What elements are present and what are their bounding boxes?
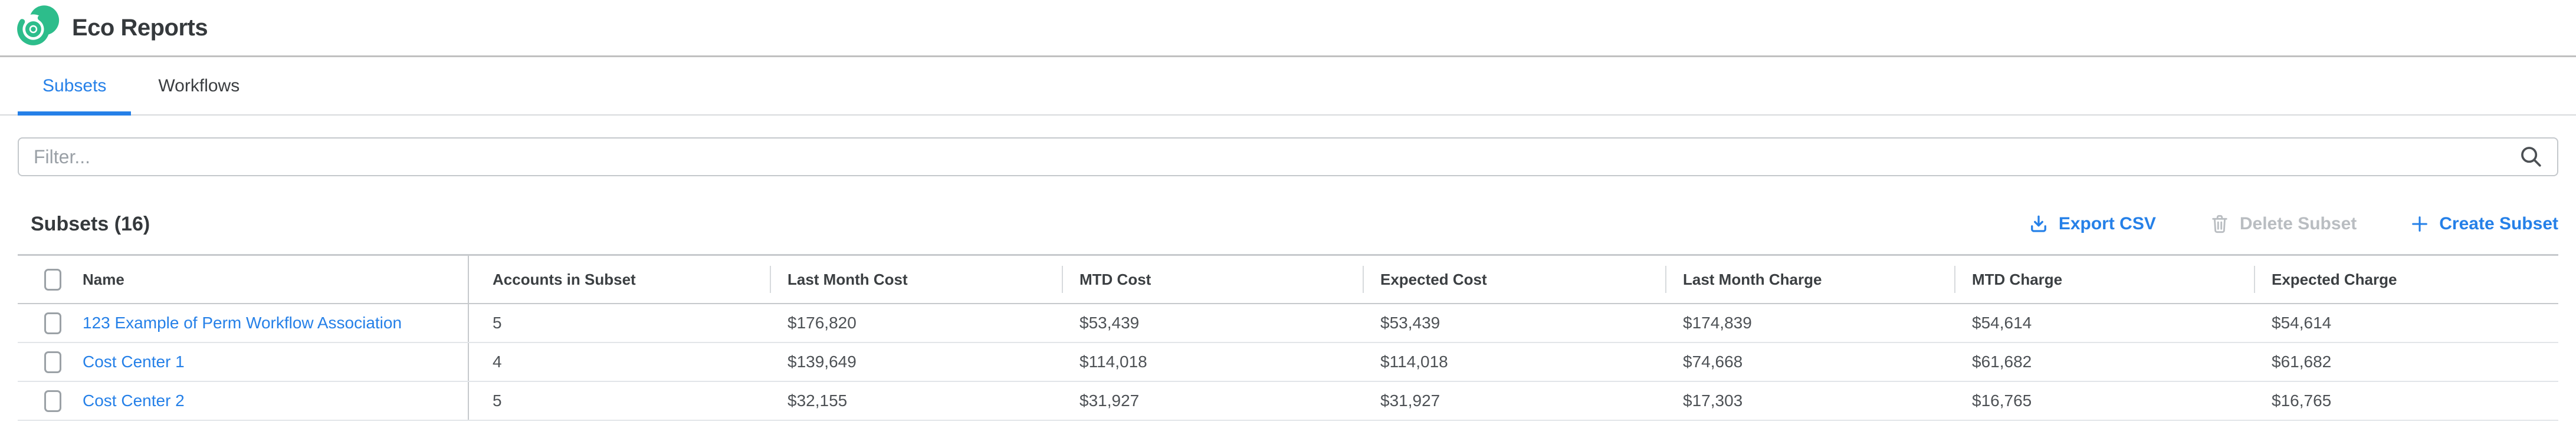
- cell-last-month-cost: $139,649: [770, 352, 1062, 371]
- cell-mtd-cost: $114,018: [1062, 352, 1363, 371]
- tab-bar: Subsets Workflows: [0, 57, 2576, 116]
- export-csv-button[interactable]: Export CSV: [2028, 213, 2156, 235]
- cell-mtd-charge: $54,614: [1954, 314, 2254, 332]
- plus-icon: [2410, 214, 2430, 234]
- trash-icon: [2209, 213, 2230, 235]
- column-header-expected-cost[interactable]: Expected Cost: [1363, 256, 1665, 303]
- download-icon: [2028, 213, 2049, 235]
- cell-expected-charge: $16,765: [2254, 391, 2558, 410]
- cell-mtd-charge: $16,765: [1954, 391, 2254, 410]
- table-row: 123 Example of Perm Workflow Association…: [18, 304, 2558, 343]
- select-all-checkbox[interactable]: [44, 269, 61, 291]
- toolbar-actions: Export CSV Delete Subset Create Subset: [2028, 213, 2558, 235]
- cell-accounts-in-subset: 5: [469, 314, 770, 332]
- column-header-mtd-charge[interactable]: MTD Charge: [1954, 256, 2254, 303]
- subset-name-link[interactable]: Cost Center 2: [83, 391, 185, 410]
- tab-workflows-label: Workflows: [158, 76, 239, 96]
- column-header-last-month-charge[interactable]: Last Month Charge: [1665, 256, 1954, 303]
- name-cell: Cost Center 1: [18, 343, 469, 381]
- delete-subset-label: Delete Subset: [2240, 214, 2357, 234]
- column-header-accounts-in-subset[interactable]: Accounts in Subset: [469, 256, 770, 303]
- cell-accounts-in-subset: 5: [469, 391, 770, 410]
- name-cell: 123 Example of Perm Workflow Association: [18, 304, 469, 342]
- delete-subset-button[interactable]: Delete Subset: [2209, 213, 2357, 235]
- page-title: Eco Reports: [72, 15, 208, 41]
- subsets-toolbar: Subsets (16) Export CSV Delete Subset: [18, 206, 2558, 242]
- cell-expected-cost: $114,018: [1363, 352, 1665, 371]
- search-icon: [2519, 145, 2543, 169]
- column-header-name[interactable]: Name: [18, 256, 469, 303]
- cell-expected-charge: $54,614: [2254, 314, 2558, 332]
- tab-subsets-label: Subsets: [42, 76, 106, 96]
- eco-spiral-logo-icon: [13, 5, 63, 50]
- row-checkbox[interactable]: [44, 390, 61, 412]
- filter-input[interactable]: [18, 137, 2558, 176]
- row-checkbox[interactable]: [44, 312, 61, 334]
- subset-name-link[interactable]: Cost Center 1: [83, 352, 185, 371]
- create-subset-label: Create Subset: [2439, 214, 2558, 234]
- table-row: Cost Center 1 4$139,649$114,018$114,018$…: [18, 343, 2558, 382]
- cell-expected-cost: $53,439: [1363, 314, 1665, 332]
- name-cell: Cost Center 2: [18, 382, 469, 420]
- cell-accounts-in-subset: 4: [469, 352, 770, 371]
- cell-mtd-cost: $53,439: [1062, 314, 1363, 332]
- subsets-table: Name Accounts in SubsetLast Month CostMT…: [18, 254, 2558, 421]
- cell-last-month-cost: $176,820: [770, 314, 1062, 332]
- app-header: Eco Reports: [0, 0, 2576, 57]
- column-header-mtd-cost[interactable]: MTD Cost: [1062, 256, 1363, 303]
- cell-last-month-charge: $17,303: [1665, 391, 1954, 410]
- table-row: Cost Center 2 5$32,155$31,927$31,927$17,…: [18, 382, 2558, 421]
- cell-mtd-cost: $31,927: [1062, 391, 1363, 410]
- table-header-row: Name Accounts in SubsetLast Month CostMT…: [18, 256, 2558, 304]
- tab-subsets[interactable]: Subsets: [18, 57, 131, 114]
- column-header-name-label: Name: [83, 271, 124, 289]
- create-subset-button[interactable]: Create Subset: [2410, 214, 2558, 234]
- subsets-count-heading: Subsets (16): [18, 213, 150, 236]
- subset-name-link[interactable]: 123 Example of Perm Workflow Association: [83, 314, 402, 332]
- cell-last-month-charge: $174,839: [1665, 314, 1954, 332]
- cell-expected-cost: $31,927: [1363, 391, 1665, 410]
- tab-workflows[interactable]: Workflows: [133, 57, 264, 114]
- cell-expected-charge: $61,682: [2254, 352, 2558, 371]
- column-header-expected-charge[interactable]: Expected Charge: [2254, 256, 2558, 303]
- export-csv-label: Export CSV: [2059, 214, 2156, 234]
- table-body: 123 Example of Perm Workflow Association…: [18, 304, 2558, 421]
- cell-last-month-cost: $32,155: [770, 391, 1062, 410]
- filter-bar: [18, 137, 2558, 176]
- cell-last-month-charge: $74,668: [1665, 352, 1954, 371]
- column-header-last-month-cost[interactable]: Last Month Cost: [770, 256, 1062, 303]
- cell-mtd-charge: $61,682: [1954, 352, 2254, 371]
- row-checkbox[interactable]: [44, 351, 61, 373]
